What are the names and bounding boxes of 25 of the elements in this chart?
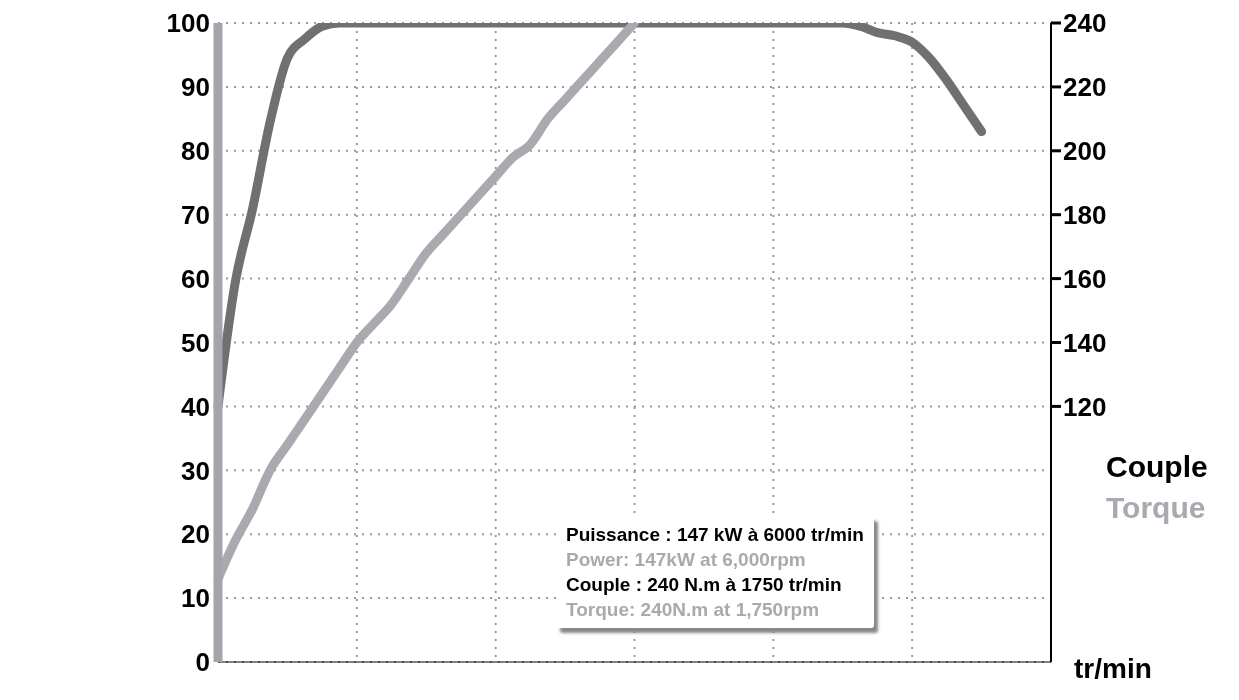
y2-axis-title: Couple (1106, 450, 1208, 484)
y-tick-label: 10 (181, 583, 210, 614)
annotation: Power: 147kW at 6,000rpm (566, 548, 807, 572)
y-tick-label: 70 (181, 199, 210, 230)
text: Torque (1106, 491, 1206, 525)
y-tick-label: 20 (181, 519, 210, 550)
y2-tick-label: 240 (1063, 8, 1107, 39)
annotation: Puissance : 147 kW à 6000 tr/min (566, 523, 864, 547)
y-tick-label: 40 (181, 391, 210, 422)
y2-tick-label: 200 (1063, 136, 1107, 167)
y-tick-label: 100 (166, 8, 210, 39)
y-tick-label: 0 (195, 647, 210, 678)
y2-tick-label: 220 (1063, 72, 1107, 103)
y-tick-label: 60 (181, 263, 210, 294)
y2-tick-label: 160 (1063, 263, 1107, 294)
y-tick-label: 50 (181, 327, 210, 358)
y-tick-label: 80 (181, 136, 210, 167)
annotation: Torque: 240N.m at 1,750rpm (566, 598, 821, 622)
y-tick-label: 90 (181, 72, 210, 103)
y2-tick-label: 120 (1063, 391, 1107, 422)
y-tick-label: 30 (181, 455, 210, 486)
x-axis-title: tr/min (1074, 653, 1152, 685)
y2-tick-label: 180 (1063, 199, 1107, 230)
annotation: Couple : 240 N.m à 1750 tr/min (566, 573, 843, 597)
y2-tick-label: 140 (1063, 327, 1107, 358)
